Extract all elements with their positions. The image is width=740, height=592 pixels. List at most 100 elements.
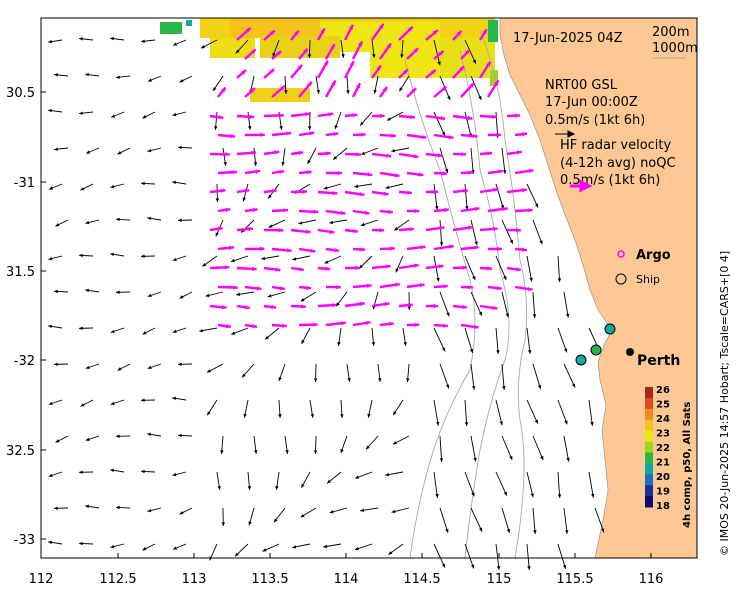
model-arrow [110, 111, 125, 118]
model-arrow [307, 147, 317, 165]
model-arrow [464, 327, 474, 354]
plot-frame [40, 17, 698, 559]
radar-arrow [379, 246, 395, 251]
radar-arrow [263, 188, 277, 194]
model-arrow [235, 39, 249, 54]
radar-arrow [487, 206, 508, 213]
radar-arrow [236, 226, 254, 232]
model-arrow [532, 219, 543, 245]
model-arrow [142, 111, 156, 119]
model-arrow [172, 396, 187, 401]
radar-arrow [244, 285, 262, 291]
model-label: NRT00 GSL [545, 78, 618, 93]
model-arrow [141, 39, 156, 43]
radar-arrow [398, 152, 419, 159]
model-arrow [526, 183, 539, 208]
model-arrow [495, 255, 507, 281]
model-current-arrows [48, 36, 605, 570]
radar-arrow [460, 285, 474, 290]
radar-arrow [433, 284, 448, 289]
radar-arrow [351, 82, 362, 98]
model-arrow [392, 435, 410, 445]
city-label: Perth [637, 353, 680, 369]
radar-arrow [433, 85, 448, 98]
radar-arrow [344, 301, 365, 308]
radar-arrow [406, 87, 417, 98]
model-arrow [464, 471, 475, 497]
model-arrow [594, 507, 605, 533]
model-arrow [400, 39, 404, 58]
radar-arrow [217, 245, 235, 251]
radar-arrow [379, 209, 394, 215]
radar-arrow [506, 150, 522, 156]
radar-arrow [344, 228, 359, 234]
radar-arrow [271, 208, 289, 213]
argo-label: Argo [636, 248, 671, 263]
radar-arrow [452, 265, 467, 270]
model-arrow [278, 399, 282, 418]
model-arrow [140, 398, 156, 403]
colorbar-swatch [645, 474, 653, 486]
model-arrow [206, 399, 218, 416]
credit-text: © IMOS 20-Jun-2025 14:57 Hobart; Tscale=… [718, 251, 731, 556]
model-arrow [324, 255, 342, 264]
model-arrow [247, 471, 252, 490]
model-arrow [326, 471, 342, 484]
model-arrow [346, 75, 350, 94]
model-arrow [532, 291, 537, 318]
model-arrow [275, 471, 280, 490]
radar-arrow [271, 84, 286, 98]
radar-arrow [217, 285, 238, 290]
model-scale-arrow [555, 130, 576, 138]
model-arrow [470, 291, 483, 316]
radar-arrow [487, 246, 502, 252]
radar-arrow [263, 29, 276, 41]
model-arrow [241, 363, 255, 378]
radar-arrow [452, 304, 467, 310]
radar-arrow [433, 50, 445, 60]
model-arrow [110, 327, 125, 333]
model-arrow [557, 543, 567, 569]
radar-arrow [425, 68, 437, 79]
radar-arrow [398, 114, 416, 120]
colorbar-title: 4h comp, p50, All Sats [682, 402, 693, 528]
model-arrow [433, 543, 446, 568]
model-arrow [526, 327, 532, 354]
radar-arrow [486, 79, 500, 98]
x-tick-label: 114 [334, 572, 359, 587]
radar-arrow [514, 168, 534, 175]
radar-arrow [506, 266, 521, 272]
model-arrow [329, 219, 348, 225]
model-arrow [433, 255, 440, 282]
y-tick-label: 30.5 [6, 86, 35, 101]
radar-arrow [406, 245, 426, 251]
model-arrow [464, 543, 475, 569]
model-arrow [48, 39, 63, 44]
radar-arrow [371, 113, 385, 119]
x-tick-label: 113 [182, 572, 207, 587]
model-arrow [407, 291, 412, 311]
model-arrow [433, 399, 440, 426]
model-arrow [433, 39, 441, 66]
model-arrow [110, 252, 125, 257]
model-arrow [172, 180, 187, 185]
model-arrow [78, 253, 94, 258]
radar-arrow [298, 170, 312, 175]
radar-arrow [398, 190, 413, 195]
model-arrow [48, 255, 63, 261]
radar-station [575, 354, 587, 366]
radar-arrow [478, 60, 492, 79]
radar-arrow [425, 303, 439, 309]
model-arrow [359, 111, 373, 126]
model-arrow [215, 183, 220, 203]
radar-arrow [514, 285, 533, 292]
colorbar-tick-label: 19 [656, 487, 670, 498]
model-arrow [272, 39, 280, 58]
model-arrow [147, 147, 162, 153]
model-arrow [354, 183, 373, 188]
model-arrow [391, 507, 410, 514]
model-arrow [147, 216, 162, 221]
model-arrow [147, 432, 162, 437]
radar-arrow [298, 247, 316, 253]
